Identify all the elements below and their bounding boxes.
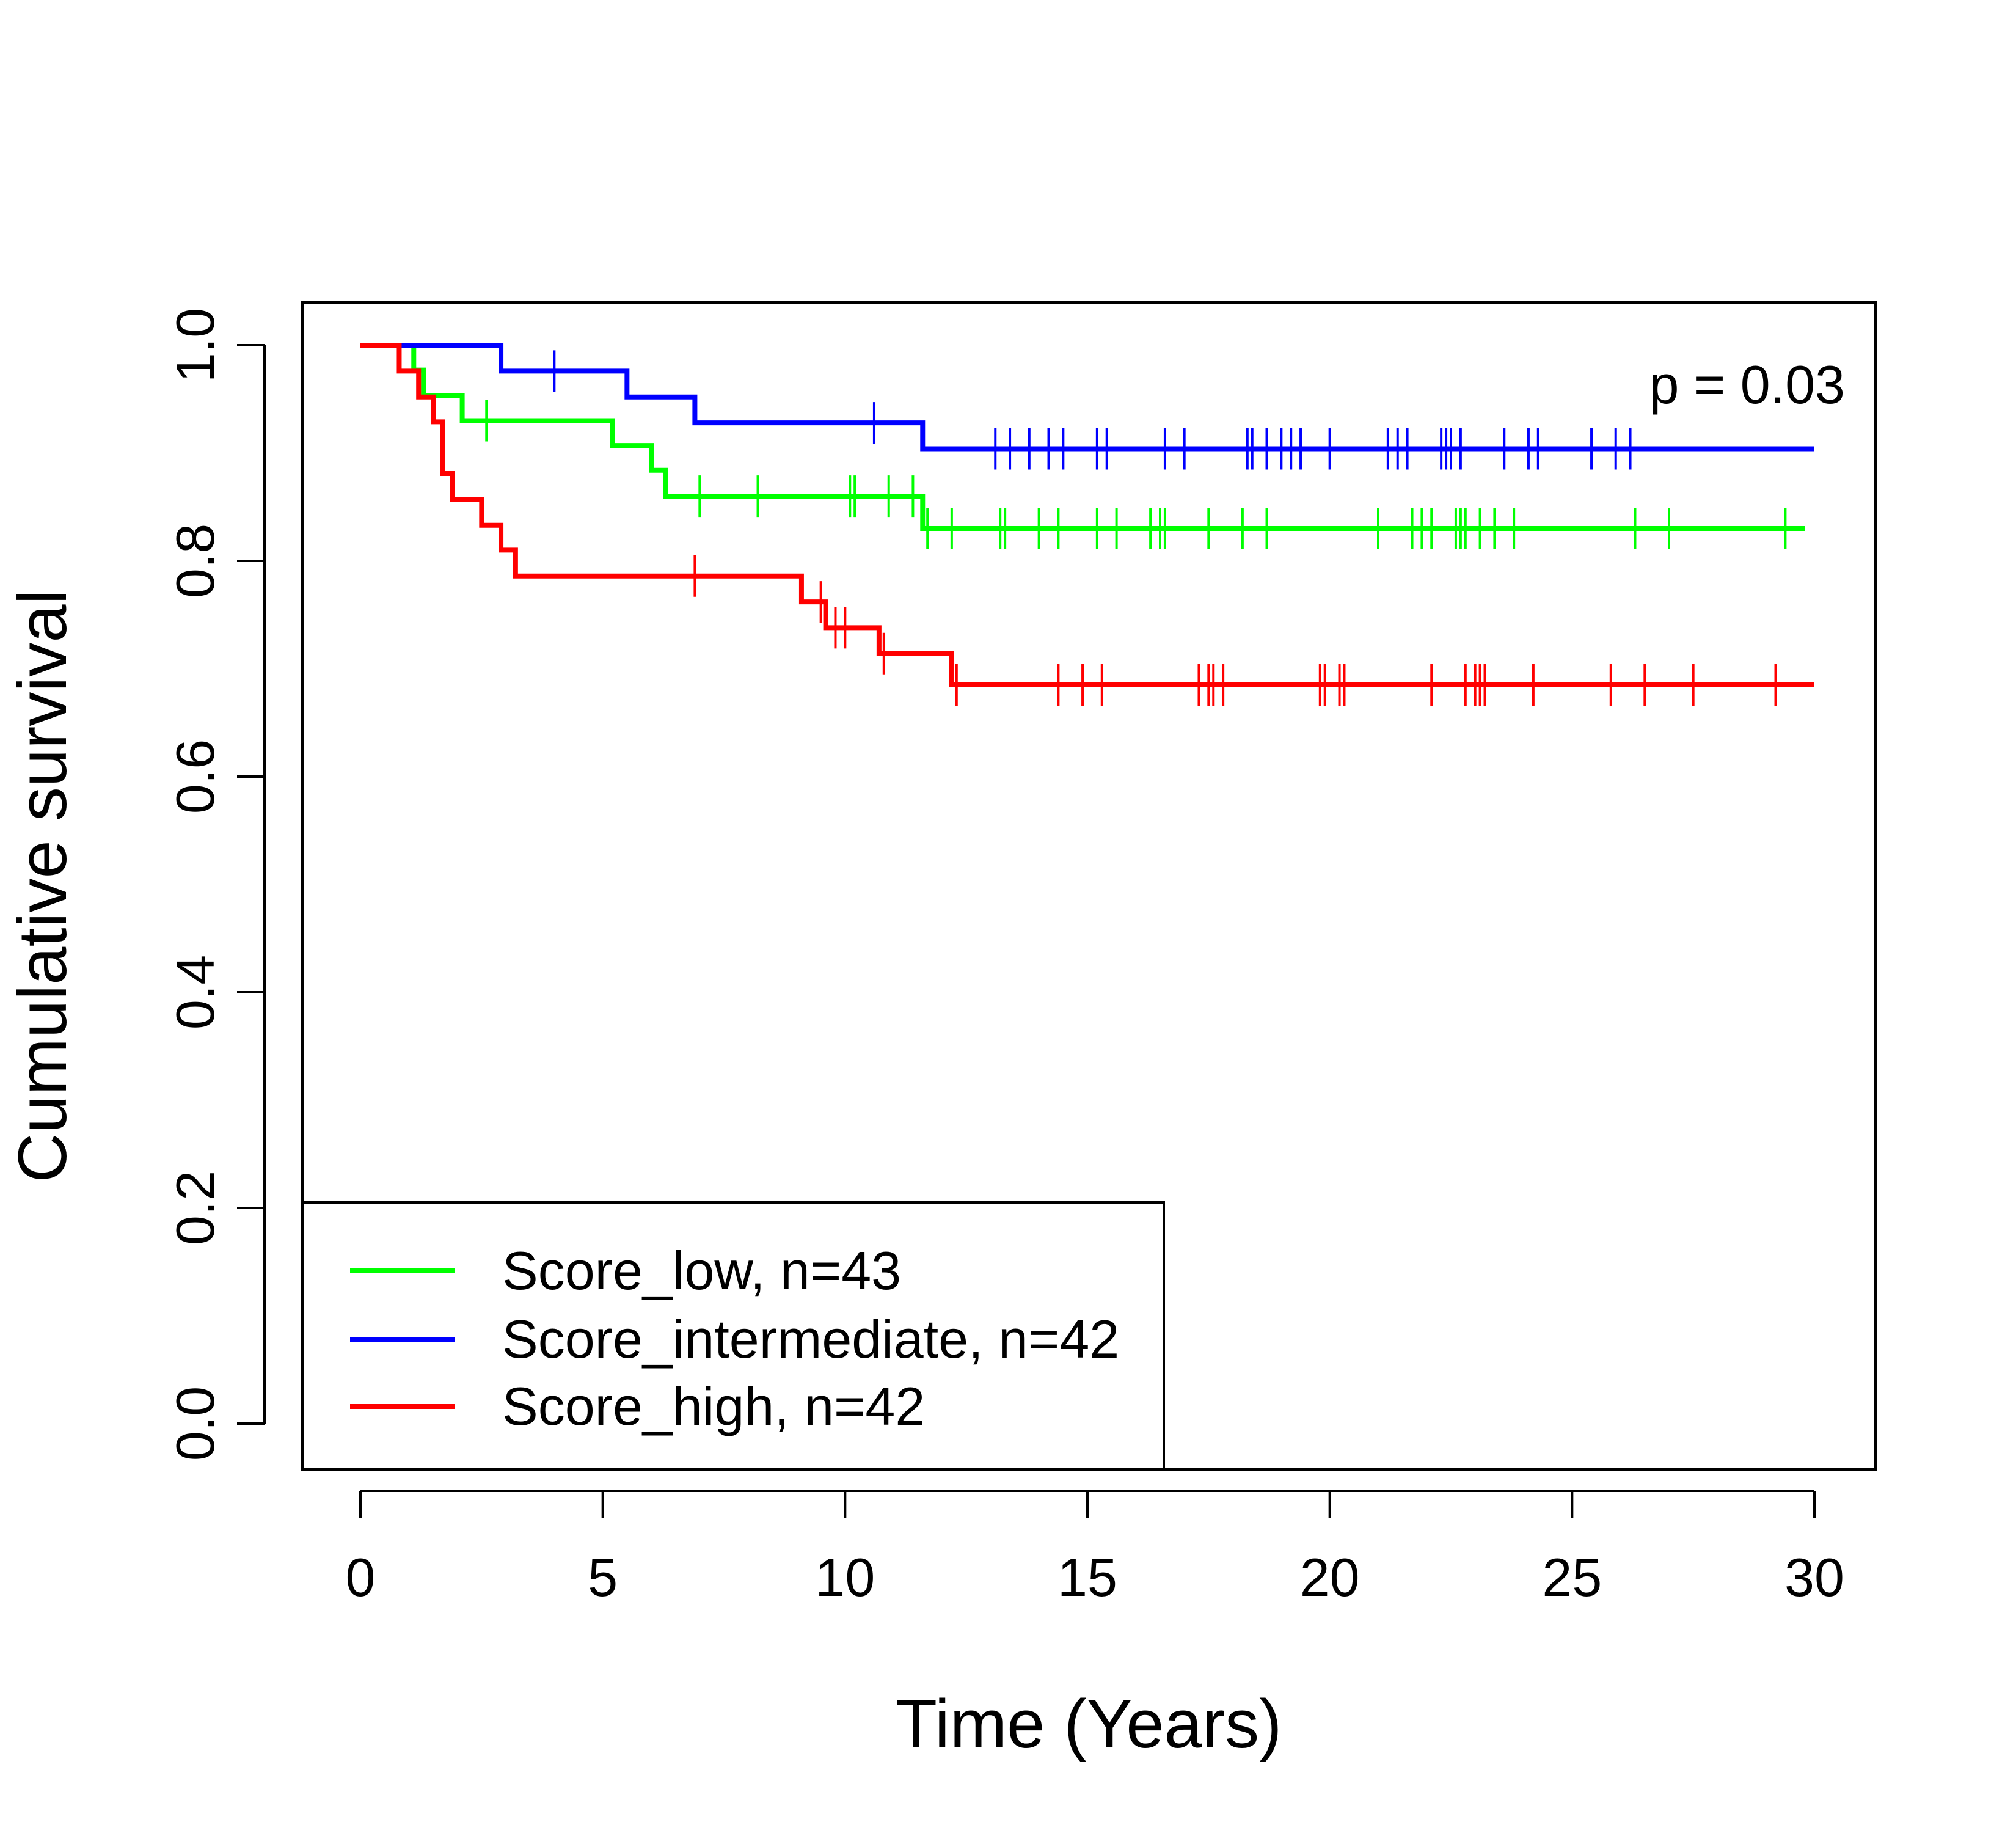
x-axis: 0 5 10 15 20 25 30 — [346, 1490, 1844, 1608]
y-tick-label: 0.0 — [165, 1386, 225, 1461]
x-tick-label: 10 — [815, 1547, 875, 1608]
x-tick-label: 30 — [1784, 1547, 1844, 1608]
legend-label: Score_intermediate, n=42 — [502, 1309, 1119, 1369]
y-tick-label: 0.6 — [165, 739, 225, 814]
y-axis-label: Cumulative survival — [4, 590, 81, 1183]
series-2 — [360, 343, 1814, 706]
x-tick-label: 20 — [1300, 1547, 1360, 1608]
y-tick-label: 0.2 — [165, 1171, 225, 1245]
series-layer — [360, 343, 1814, 706]
x-tick-label: 25 — [1542, 1547, 1602, 1608]
x-tick-label: 0 — [346, 1547, 376, 1608]
x-tick-label: 15 — [1057, 1547, 1117, 1608]
survival-curve — [360, 343, 1814, 687]
series-1 — [360, 343, 1814, 470]
y-tick-label: 1.0 — [165, 308, 225, 382]
legend-box — [301, 1201, 1165, 1471]
y-tick-label: 0.4 — [165, 955, 225, 1030]
legend-items: Score_low, n=43 Score_intermediate, n=42 S… — [350, 1240, 1119, 1436]
survival-curve — [360, 343, 1814, 452]
y-axis: 0.0 0.2 0.4 0.6 0.8 1.0 — [165, 308, 266, 1461]
x-axis-label: Time (Years) — [896, 1686, 1282, 1762]
y-tick-label: 0.8 — [165, 524, 225, 598]
p-value-annotation: p = 0.03 — [1649, 354, 1845, 415]
x-tick-label: 5 — [588, 1547, 618, 1608]
legend-label: Score_low, n=43 — [502, 1240, 901, 1301]
legend-label: Score_high, n=42 — [502, 1376, 925, 1436]
legend: Score_low, n=43 Score_intermediate, n=42 S… — [301, 1201, 1165, 1471]
